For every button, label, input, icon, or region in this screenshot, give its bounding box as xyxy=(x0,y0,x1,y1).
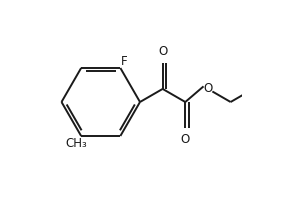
Text: O: O xyxy=(158,45,167,58)
Text: CH₃: CH₃ xyxy=(66,137,87,150)
Text: F: F xyxy=(121,54,128,68)
Text: O: O xyxy=(181,133,190,146)
Text: O: O xyxy=(203,82,213,95)
